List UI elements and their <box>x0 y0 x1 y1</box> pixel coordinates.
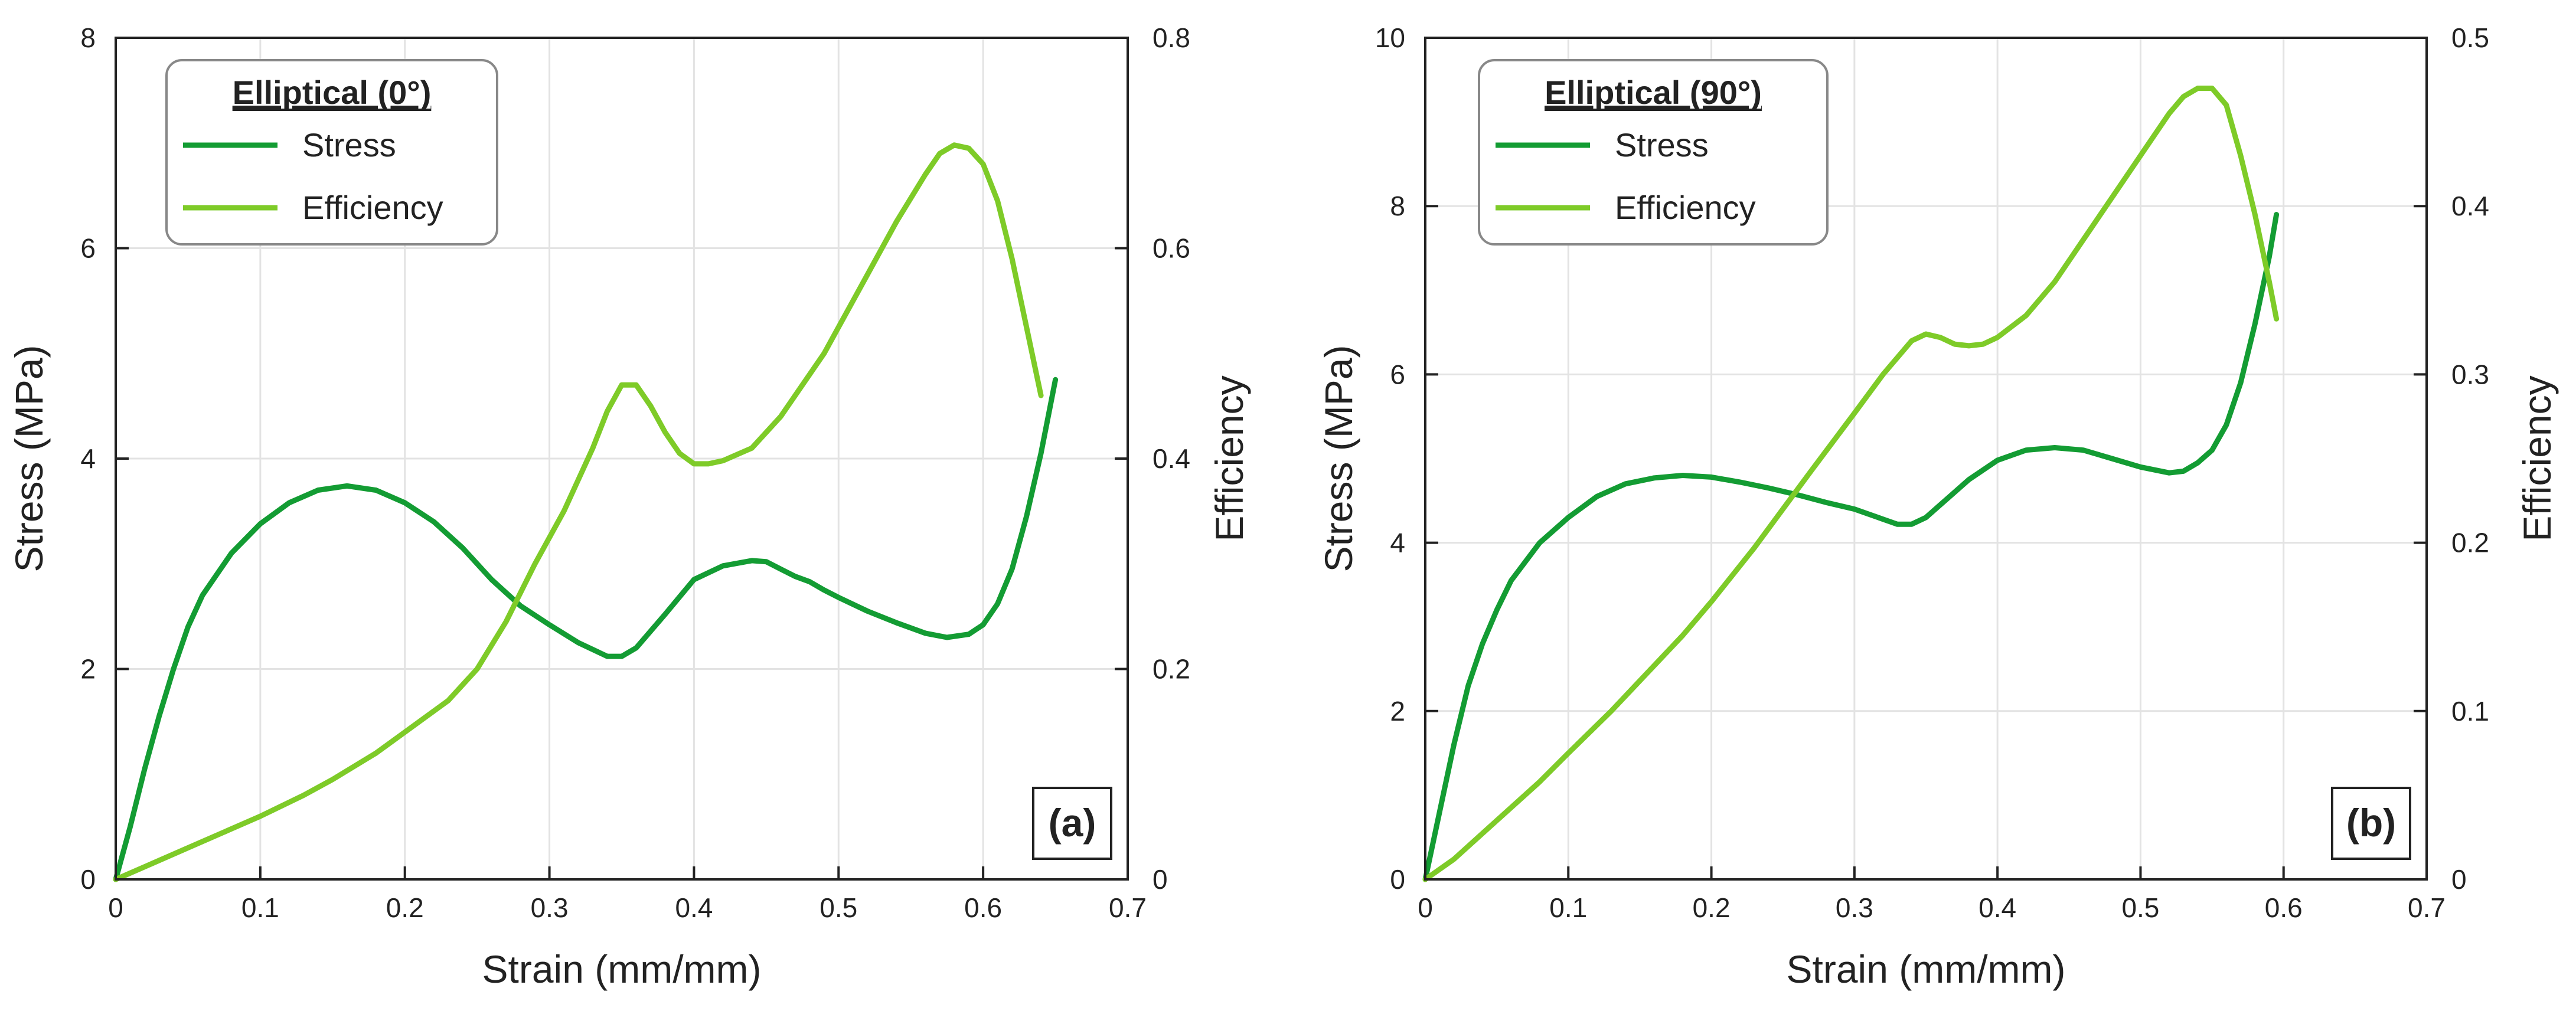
y2-tick-label: 0 <box>1152 864 1168 895</box>
y-tick-label: 4 <box>1390 528 1405 558</box>
panel-label: (a) <box>1049 801 1096 845</box>
x-tick-label: 0.2 <box>386 892 424 923</box>
x-tick-label: 0 <box>1418 892 1433 923</box>
x-tick-label: 0.6 <box>964 892 1002 923</box>
legend-title: Elliptical (0°) <box>233 74 432 111</box>
x-tick-label: 0.5 <box>820 892 857 923</box>
x-axis-title: Strain (mm/mm) <box>1787 947 2066 991</box>
y2-tick-label: 0.3 <box>2451 359 2489 390</box>
y2-tick-label: 0.2 <box>2451 528 2489 558</box>
x-tick-label: 0.4 <box>1978 892 2016 923</box>
y-tick-label: 6 <box>80 233 96 264</box>
x-tick-label: 0.2 <box>1693 892 1731 923</box>
series-line-efficiency <box>113 142 1044 882</box>
y-tick-label: 2 <box>80 654 96 685</box>
y2-axis-title: Efficiency <box>2515 375 2559 541</box>
y2-tick-label: 0.2 <box>1152 654 1190 685</box>
y-tick-label: 2 <box>1390 696 1405 727</box>
y2-axis-title: Efficiency <box>1207 375 1251 541</box>
panel-label-box <box>2331 787 2411 860</box>
legend-label-stress: Stress <box>302 126 396 163</box>
y-tick-label: 8 <box>80 22 96 53</box>
panel-label: (b) <box>2346 801 2396 845</box>
plot-frame <box>1424 37 2428 881</box>
y2-tick-label: 0.1 <box>2451 696 2489 727</box>
y-tick-label: 0 <box>80 864 96 895</box>
legend-label-efficiency: Efficiency <box>1615 189 1756 226</box>
x-tick-label: 0.1 <box>241 892 279 923</box>
legend-box <box>165 59 498 246</box>
y2-tick-label: 0.4 <box>2451 191 2489 221</box>
x-tick-label: 0.7 <box>2408 892 2446 923</box>
y-tick-label: 10 <box>1375 22 1405 53</box>
x-tick-label: 0.7 <box>1109 892 1147 923</box>
y-tick-label: 4 <box>80 443 96 474</box>
chart-panel-b: 0 0.1 0.2 0.3 0.4 0.5 0.6 0.7024681000.10.20.30… <box>1317 22 2559 991</box>
y-tick-label: 0 <box>1390 864 1405 895</box>
y-axis-title: Stress (MPa) <box>7 345 51 572</box>
legend-label-efficiency: Efficiency <box>302 189 443 226</box>
series-line-stress <box>1422 212 2280 882</box>
y2-tick-label: 0.8 <box>1152 22 1190 53</box>
legend-box <box>1478 59 1829 246</box>
y-tick-label: 8 <box>1390 191 1405 221</box>
series-line-efficiency <box>1422 86 2280 882</box>
y2-tick-label: 0.6 <box>1152 233 1190 264</box>
x-tick-label: 0 <box>108 892 123 923</box>
x-tick-label: 0.1 <box>1549 892 1587 923</box>
y-tick-label: 6 <box>1390 359 1405 390</box>
y2-tick-label: 0.5 <box>2451 22 2489 53</box>
legend-label-stress: Stress <box>1615 126 1709 163</box>
panel-label-box <box>1032 787 1112 860</box>
x-tick-label: 0.6 <box>2265 892 2303 923</box>
x-axis-title: Strain (mm/mm) <box>482 947 762 991</box>
y-axis-title: Stress (MPa) <box>1317 345 1360 572</box>
series-line-stress <box>113 377 1059 882</box>
legend-title: Elliptical (90°) <box>1545 74 1762 111</box>
y2-tick-label: 0.4 <box>1152 443 1190 474</box>
legend: Elliptical (90°) Stress Efficiency <box>1478 59 1829 246</box>
chart-panel-a: 0 0.1 0.2 0.3 0.4 0.5 0.6 0.70246800.20.40.60.8… <box>7 22 1251 991</box>
x-tick-label: 0.3 <box>531 892 569 923</box>
y2-tick-label: 0 <box>2451 864 2467 895</box>
x-tick-label: 0.3 <box>1836 892 1873 923</box>
x-tick-label: 0.5 <box>2121 892 2159 923</box>
legend: Elliptical (0°) Stress Efficiency <box>165 59 498 246</box>
x-tick-label: 0.4 <box>675 892 713 923</box>
